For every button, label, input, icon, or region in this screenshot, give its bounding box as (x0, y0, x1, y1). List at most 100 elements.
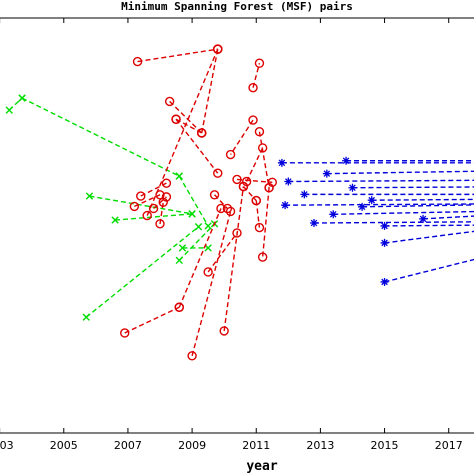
x-marker-shape (194, 223, 203, 231)
circle-point (254, 58, 265, 68)
star-marker-shape (342, 156, 351, 165)
circle-pair-line (153, 196, 167, 210)
circle-marker-shape (120, 328, 130, 338)
circle-point (187, 351, 197, 361)
star-point (348, 183, 357, 192)
x-tick-label: 2015 (371, 439, 399, 452)
star-point (329, 210, 338, 219)
circle-marker-shape (155, 219, 165, 229)
star-point (300, 190, 309, 199)
circle-point (241, 176, 252, 187)
x-marker-shape (111, 216, 119, 224)
circle-point (174, 302, 184, 312)
circle-pair-line (175, 118, 203, 134)
star-point (367, 196, 376, 205)
circle-marker-shape (225, 149, 236, 160)
circle-marker-shape (203, 267, 213, 277)
cross-point (18, 94, 26, 102)
circle-pair-line (261, 187, 270, 258)
circle-marker-shape (213, 44, 223, 54)
circle-marker-shape (238, 181, 249, 192)
circle-marker-shape (248, 115, 258, 125)
circle-marker-shape (213, 168, 223, 178)
star-marker-shape (358, 202, 367, 211)
circle-marker-shape (129, 201, 140, 212)
x-tick-label: 2011 (242, 439, 270, 452)
star-pair-line (313, 221, 474, 224)
circle-marker-shape (216, 203, 226, 214)
circle-marker-shape (187, 351, 197, 361)
star-marker-shape (419, 214, 428, 223)
circle-marker-shape (158, 197, 168, 207)
star-pair-line (352, 186, 474, 189)
star-point (309, 219, 318, 228)
circle-marker-shape (232, 228, 242, 238)
x-marker-shape (188, 210, 196, 218)
cross-pair-line (89, 195, 193, 215)
star-marker-shape (348, 183, 357, 192)
circle-pair-line (236, 178, 273, 184)
x-marker-shape (82, 313, 90, 321)
star-marker-shape (284, 177, 293, 186)
star-pair-line (285, 203, 474, 206)
x-marker-shape (5, 106, 13, 114)
circle-point (120, 328, 130, 338)
star-pair-line (384, 258, 474, 283)
star-pair-line (371, 198, 474, 201)
star-point (322, 169, 331, 178)
star-pair-line (333, 210, 474, 215)
circle-marker-shape (164, 96, 175, 107)
circle-point (213, 44, 223, 54)
circle-pair-line (242, 186, 257, 202)
star-pair-line (288, 179, 474, 183)
circle-marker-shape (222, 203, 233, 214)
circle-pair-line (137, 48, 218, 63)
circle-point (238, 181, 249, 192)
circle-point (222, 203, 233, 214)
circle-marker-shape (251, 195, 261, 206)
plot-axes: 2003 2005 2007 2009 2011 2013 2015 2017 (0, 17, 474, 452)
star-point (342, 156, 351, 165)
circle-point (251, 195, 261, 206)
cross-pair-line (178, 223, 216, 261)
cross-point (194, 223, 203, 231)
x-marker-shape (204, 222, 212, 230)
circle-pair-line (258, 131, 270, 188)
circle-pair-line (201, 48, 219, 134)
circle-marker-shape (161, 178, 172, 188)
circle-point (161, 178, 172, 188)
circle-point (197, 128, 207, 138)
x-tick-label: 2003 (0, 439, 14, 452)
circle-marker-shape (171, 114, 181, 124)
chart-title: Minimum Spanning Forest (MSF) pairs (121, 0, 353, 13)
cross-point (204, 244, 212, 252)
cross-point (85, 192, 94, 200)
circle-point (203, 267, 213, 277)
circle-pair-line (207, 232, 238, 273)
x-marker-shape (175, 172, 183, 180)
cross-pair-line (85, 226, 199, 318)
circle-point (248, 115, 258, 125)
x-axis-label: year (246, 459, 277, 474)
circle-marker-shape (257, 143, 268, 153)
circle-point (216, 203, 226, 214)
circle-point (232, 228, 242, 238)
x-tick-label: 2013 (306, 439, 334, 452)
circle-marker-shape (219, 326, 229, 336)
star-pair-line (384, 230, 474, 244)
star-pair-line (384, 224, 474, 227)
star-marker-shape (380, 277, 389, 286)
circle-pair-line (178, 208, 222, 308)
circle-marker-shape (148, 203, 159, 214)
star-pair-line (326, 170, 474, 175)
circle-marker-shape (155, 190, 165, 200)
data-marks (5, 44, 474, 361)
cross-point (175, 256, 183, 265)
circle-point (254, 127, 265, 137)
circle-point (254, 222, 265, 233)
circle-point (136, 191, 146, 201)
circle-point (158, 197, 168, 207)
star-marker-shape (281, 201, 290, 210)
circle-point (148, 203, 159, 214)
